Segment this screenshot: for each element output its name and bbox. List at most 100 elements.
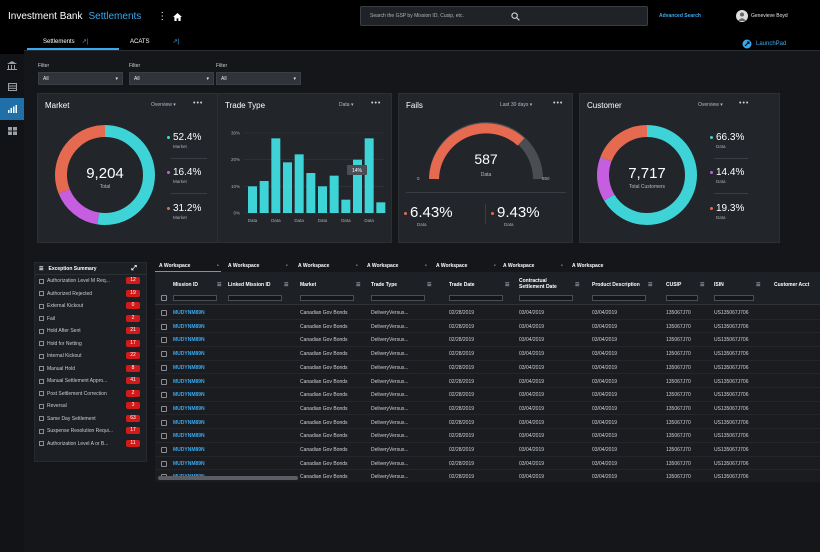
- column-filter-input[interactable]: [666, 295, 698, 301]
- workspace-tab[interactable]: A Workspace: [159, 263, 191, 269]
- bar[interactable]: [353, 159, 362, 213]
- column-filter-input[interactable]: [714, 295, 754, 301]
- workspace-tab[interactable]: A Workspace: [436, 263, 468, 269]
- tab-menu-icon[interactable]: •: [561, 263, 563, 269]
- bar[interactable]: [329, 175, 339, 213]
- checkbox[interactable]: [39, 316, 44, 322]
- checkbox[interactable]: [39, 366, 44, 372]
- search-input[interactable]: Search the GSP by Mission ID, Cusip, etc…: [370, 13, 464, 19]
- column-header[interactable]: ISIN: [714, 282, 724, 288]
- row-checkbox[interactable]: [161, 392, 167, 399]
- checkbox[interactable]: [39, 441, 44, 447]
- bar[interactable]: [318, 186, 327, 213]
- column-filter-input[interactable]: [228, 295, 282, 301]
- column-menu-icon[interactable]: ☰: [427, 282, 432, 288]
- checkbox[interactable]: [39, 416, 44, 422]
- external-link-icon[interactable]: ↗|: [81, 39, 89, 45]
- user-menu[interactable]: Genevieve Boyd: [736, 10, 788, 22]
- view-dropdown[interactable]: Overview ▾: [151, 102, 176, 108]
- row-checkbox[interactable]: [161, 433, 167, 440]
- bar[interactable]: [294, 154, 304, 213]
- column-menu-icon[interactable]: ☰: [756, 282, 761, 288]
- row-checkbox[interactable]: [161, 447, 167, 453]
- view-dropdown[interactable]: Last 30 days ▾: [500, 102, 533, 108]
- column-filter-input[interactable]: [173, 295, 217, 301]
- exception-item[interactable]: Internal Kickout 22: [35, 350, 146, 363]
- column-header[interactable]: Market: [300, 282, 317, 288]
- table-row[interactable]: MUDYNM89N Canadian Gov Bonds DeliveryVersu…: [155, 429, 820, 443]
- mission-id-link[interactable]: MUDYNM89N: [173, 323, 205, 330]
- mission-id-link[interactable]: MUDYNM89N: [173, 419, 205, 426]
- exception-item[interactable]: Fail 2: [35, 313, 146, 326]
- column-filter-input[interactable]: [519, 295, 573, 301]
- search-icon[interactable]: [510, 11, 643, 21]
- table-row[interactable]: MUDYNM89N Canadian Gov Bonds DeliveryVersu…: [155, 388, 820, 402]
- filter-select[interactable]: All ▾: [38, 72, 123, 85]
- more-horiz-icon[interactable]: •••: [739, 100, 750, 107]
- advanced-search-link[interactable]: Advanced Search: [659, 13, 701, 19]
- expand-icon[interactable]: ⤢: [131, 264, 137, 272]
- bar[interactable]: [306, 173, 316, 213]
- exception-item[interactable]: Same Day Settlement 63: [35, 413, 146, 426]
- bar[interactable]: [271, 138, 281, 213]
- bar[interactable]: [341, 199, 351, 213]
- exception-item[interactable]: Hold for Netting 17: [35, 338, 146, 351]
- exception-item[interactable]: Post Settlement Correction 2: [35, 388, 146, 401]
- horizontal-scrollbar[interactable]: [158, 476, 298, 480]
- row-checkbox[interactable]: [161, 310, 167, 316]
- table-row[interactable]: MUDYNM89N Canadian Gov Bonds DeliveryVersu…: [155, 416, 820, 430]
- column-header[interactable]: Mission ID: [173, 282, 199, 288]
- section-title[interactable]: Settlements: [88, 11, 142, 22]
- column-menu-icon[interactable]: ☰: [648, 282, 653, 288]
- row-checkbox[interactable]: [161, 364, 167, 371]
- checkbox[interactable]: [39, 391, 44, 397]
- sidebar-item-dashboard[interactable]: [0, 98, 24, 120]
- mission-id-link[interactable]: MUDYNM89N: [173, 337, 205, 344]
- column-header[interactable]: Trade Date: [449, 282, 475, 288]
- checkbox[interactable]: [39, 328, 44, 334]
- more-horiz-icon[interactable]: •••: [193, 100, 204, 107]
- column-menu-icon[interactable]: ☰: [575, 282, 580, 288]
- mission-id-link[interactable]: MUDYNM89N: [173, 433, 205, 440]
- filter-select[interactable]: All ▾: [216, 72, 301, 85]
- workspace-tab[interactable]: A Workspace: [503, 263, 535, 269]
- table-row[interactable]: MUDYNM89N Canadian Gov Bonds DeliveryVersu…: [155, 375, 820, 389]
- search-bar[interactable]: Search the GSP by Mission ID, Cusip, etc…: [360, 6, 648, 26]
- column-menu-icon[interactable]: ☰: [284, 282, 289, 288]
- column-filter-input[interactable]: [300, 295, 354, 301]
- column-header[interactable]: CUSIP: [666, 282, 682, 288]
- checkbox[interactable]: [39, 403, 44, 409]
- exception-item[interactable]: Hold After Sent 21: [35, 325, 146, 338]
- row-checkbox[interactable]: [161, 460, 167, 467]
- checkbox[interactable]: [39, 341, 44, 347]
- sidebar-item-grid[interactable]: [0, 120, 24, 142]
- sidebar-item-bank[interactable]: [0, 54, 24, 76]
- bar[interactable]: [376, 202, 386, 213]
- external-link-icon[interactable]: ↗|: [172, 39, 180, 45]
- view-dropdown[interactable]: Data ▾: [339, 102, 354, 108]
- sidebar-item-table[interactable]: [0, 76, 24, 98]
- checkbox[interactable]: [39, 291, 44, 297]
- mission-id-link[interactable]: MUDYNM89N: [173, 310, 205, 316]
- column-menu-icon[interactable]: ☰: [505, 282, 510, 288]
- tab-menu-icon[interactable]: •: [494, 263, 496, 269]
- bar[interactable]: [364, 138, 374, 213]
- exception-item[interactable]: Suspense Resolution Requi... 17: [35, 425, 146, 438]
- column-filter-input[interactable]: [592, 295, 646, 301]
- mission-id-link[interactable]: MUDYNM89N: [173, 378, 205, 385]
- mission-id-link[interactable]: MUDYNM89N: [173, 405, 205, 412]
- row-checkbox[interactable]: [161, 405, 167, 412]
- table-row[interactable]: MUDYNM89N Canadian Gov Bonds DeliveryVersu…: [155, 457, 820, 471]
- column-header[interactable]: Linked Mission ID: [228, 282, 271, 288]
- select-all-checkbox[interactable]: [161, 295, 167, 301]
- workspace-tab[interactable]: A Workspace: [298, 263, 330, 269]
- column-header[interactable]: Product Description: [592, 282, 640, 288]
- mission-id-link[interactable]: MUDYNM89N: [173, 460, 205, 467]
- table-row[interactable]: MUDYNM89N Canadian Gov Bonds DeliveryVersu…: [155, 402, 820, 416]
- table-row[interactable]: MUDYNM89N Canadian Gov Bonds DeliveryVersu…: [155, 333, 820, 347]
- column-header[interactable]: Trade Type: [371, 282, 398, 288]
- mission-id-link[interactable]: MUDYNM89N: [173, 364, 205, 371]
- checkbox[interactable]: [39, 428, 44, 434]
- bar[interactable]: [259, 181, 269, 213]
- more-horiz-icon[interactable]: •••: [553, 100, 564, 107]
